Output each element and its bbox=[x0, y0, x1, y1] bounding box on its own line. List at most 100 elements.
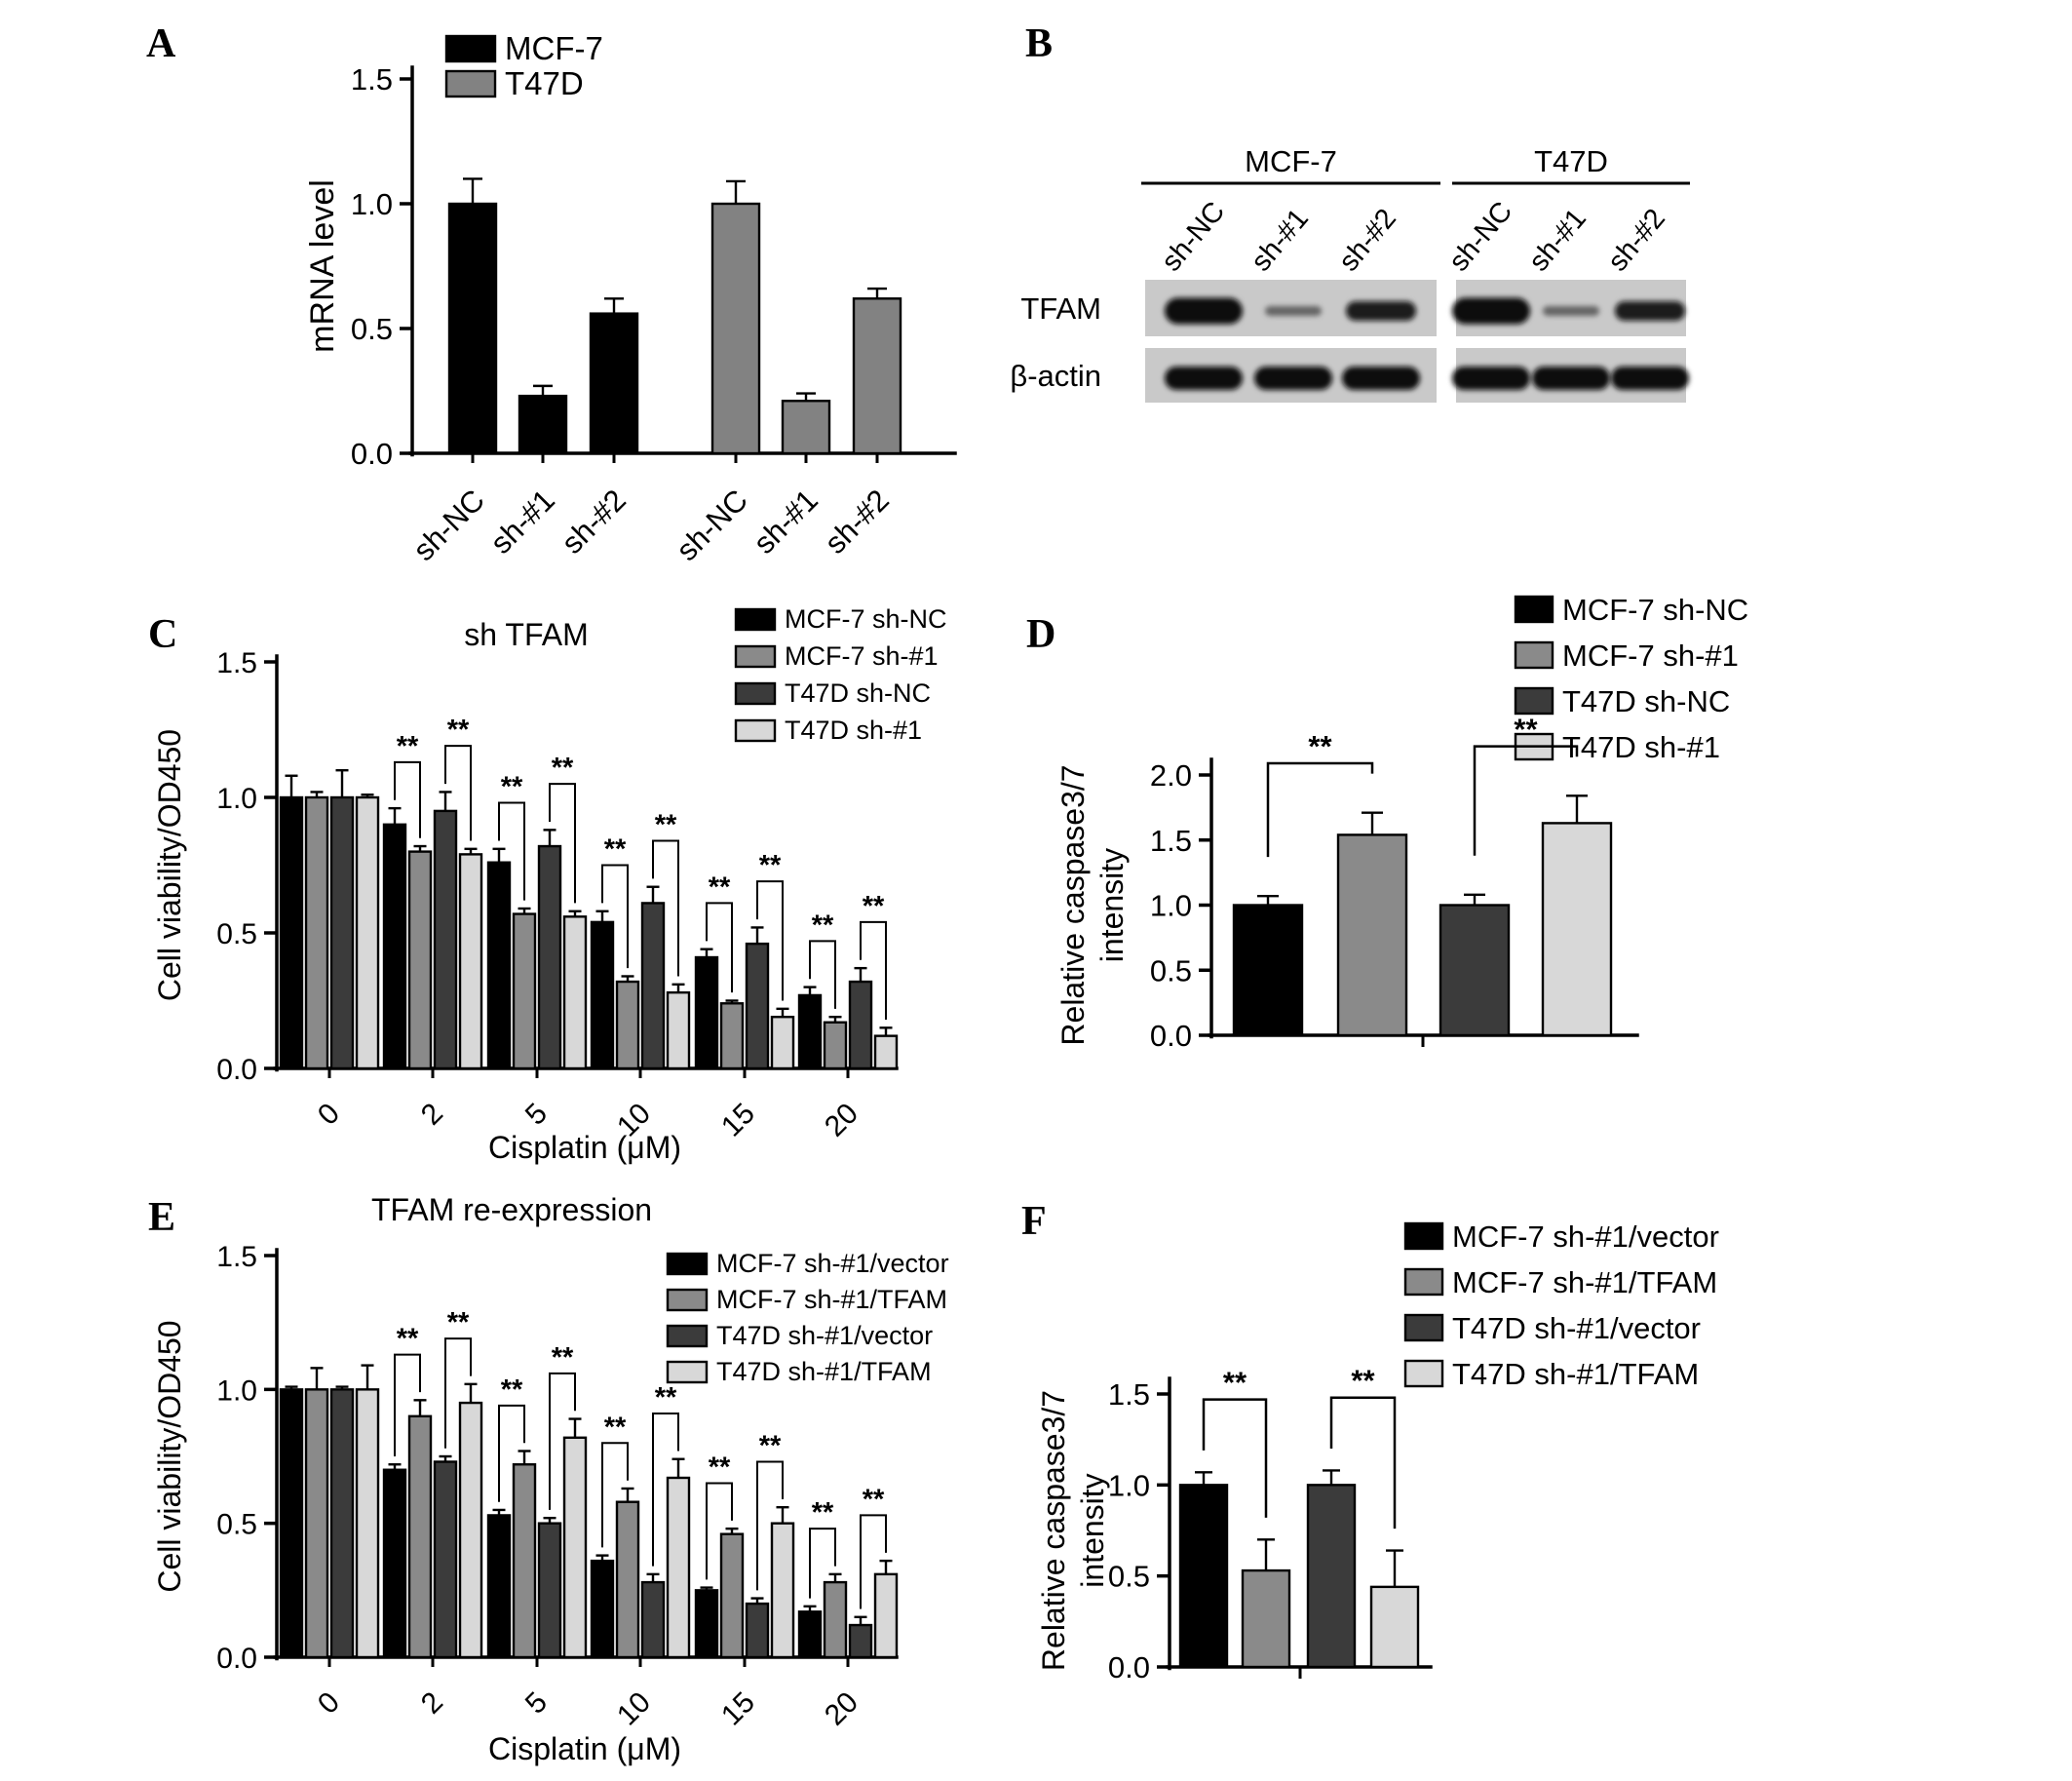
significance-label: ** bbox=[447, 1307, 470, 1338]
significance-bracket bbox=[809, 940, 836, 1009]
bar bbox=[848, 1623, 873, 1659]
legend-label: MCF-7 sh-#1/vector bbox=[716, 1249, 949, 1278]
y-tick-label: 1.0 bbox=[216, 783, 257, 815]
y-tick-label: 1.5 bbox=[216, 647, 257, 679]
bar bbox=[279, 1388, 304, 1659]
significance-label: ** bbox=[1223, 1366, 1247, 1400]
significance-label: ** bbox=[759, 850, 782, 881]
x-tick-label: 2 bbox=[415, 1686, 449, 1721]
significance-bracket bbox=[756, 880, 784, 1001]
significance-label: ** bbox=[1308, 729, 1332, 763]
y-tick-label: 0.5 bbox=[216, 1509, 257, 1541]
bar bbox=[1178, 1484, 1229, 1669]
blot-row-label: TFAM bbox=[1020, 291, 1101, 326]
significance-label: ** bbox=[709, 1452, 731, 1483]
bar bbox=[382, 1468, 407, 1659]
bar bbox=[458, 853, 483, 1070]
y-tick-label: 1.0 bbox=[1108, 1468, 1150, 1502]
legend-label: T47D sh-#1/TFAM bbox=[1452, 1357, 1699, 1391]
bar bbox=[407, 1414, 433, 1659]
legend-swatch bbox=[1514, 595, 1554, 624]
blot-band-strong bbox=[1342, 367, 1420, 390]
panel-label-b: B bbox=[1025, 21, 1054, 66]
legend-label: T47D bbox=[505, 65, 584, 101]
y-tick-label: 1.0 bbox=[1150, 889, 1192, 923]
legend-label: T47D sh-#1 bbox=[785, 716, 922, 745]
blot-lane-label: sh-NC bbox=[1156, 196, 1231, 278]
y-tick-label: 0.0 bbox=[216, 1054, 257, 1086]
y-tick-label: 1.5 bbox=[1108, 1377, 1150, 1412]
y-tick-label: 0.5 bbox=[216, 918, 257, 950]
bar bbox=[615, 980, 640, 1070]
blot-group-header: MCF-7 bbox=[1245, 144, 1337, 178]
bar bbox=[512, 912, 537, 1070]
bar bbox=[537, 1522, 562, 1659]
bar bbox=[852, 297, 902, 455]
chart-E: 0.0 0.5 1.0 1.5 Cell viability/OD450 0 2 5 10 15 2… bbox=[152, 1192, 949, 1766]
blot-band-weak bbox=[1543, 306, 1599, 316]
x-tick-label: 15 bbox=[715, 1098, 761, 1143]
bar bbox=[486, 1514, 512, 1659]
x-tick-label: 0 bbox=[312, 1098, 346, 1132]
x-tick-label: 20 bbox=[819, 1098, 864, 1143]
y-axis-label-line2: intensity bbox=[1075, 1473, 1110, 1587]
legend-label: MCF-7 sh-#1/TFAM bbox=[1452, 1265, 1717, 1299]
y-tick-label: 0.0 bbox=[216, 1643, 257, 1675]
bar bbox=[615, 1500, 640, 1659]
significance-label: ** bbox=[397, 731, 419, 762]
blot-band-strong bbox=[1532, 367, 1610, 390]
y-tick-label: 1.5 bbox=[216, 1241, 257, 1273]
x-tick-label: 2 bbox=[415, 1098, 449, 1132]
bar bbox=[1232, 904, 1304, 1037]
significance-bracket bbox=[601, 1442, 629, 1548]
legend-label: T47D sh-#1 bbox=[1562, 730, 1720, 764]
legend-swatch bbox=[1403, 1313, 1444, 1342]
bar bbox=[745, 1602, 770, 1659]
panel-label-f: F bbox=[1021, 1199, 1047, 1244]
significance-label: ** bbox=[1351, 1364, 1375, 1398]
bar bbox=[694, 1589, 719, 1659]
significance-bracket bbox=[860, 1514, 887, 1609]
significance-label: ** bbox=[655, 1382, 677, 1413]
panel-label-e: E bbox=[148, 1195, 176, 1240]
bar bbox=[640, 1580, 666, 1659]
bar bbox=[355, 1388, 380, 1659]
bar bbox=[823, 1021, 848, 1070]
legend-swatch bbox=[1514, 640, 1554, 670]
y-axis-label: Cell viability/OD450 bbox=[152, 729, 187, 1001]
legend-swatch bbox=[666, 1324, 709, 1348]
y-tick-label: 1.0 bbox=[351, 187, 393, 221]
x-tick-label: 0 bbox=[312, 1686, 346, 1721]
y-tick-label: 1.0 bbox=[216, 1374, 257, 1407]
legend-swatch bbox=[734, 718, 777, 743]
chart-F: 0.0 0.5 1.0 1.5 Relative caspase3/7 intensity… bbox=[1036, 1220, 1719, 1684]
bar bbox=[797, 993, 823, 1070]
x-axis-label: Cisplatin (μM) bbox=[488, 1731, 681, 1766]
legend-label: MCF-7 bbox=[505, 30, 603, 66]
significance-label: ** bbox=[812, 1497, 834, 1529]
significance-label: ** bbox=[1514, 713, 1538, 747]
blot-band-strong bbox=[1254, 367, 1332, 390]
significance-bracket bbox=[549, 1372, 576, 1510]
bar bbox=[1241, 1568, 1291, 1669]
blot-lane-label: sh-#2 bbox=[1602, 203, 1671, 277]
significance-bracket bbox=[1202, 1398, 1268, 1518]
legend-label: MCF-7 sh-#1/vector bbox=[1452, 1220, 1719, 1254]
panel-f-caspase-bar-chart: 0.0 0.5 1.0 1.5 Relative caspase3/7 intensity… bbox=[1036, 1220, 1719, 1684]
legend-swatch bbox=[1403, 1221, 1444, 1251]
significance-label: ** bbox=[709, 871, 731, 903]
blot-lane-label: sh-#1 bbox=[1246, 203, 1315, 277]
y-axis-label-line1: Relative caspase3/7 bbox=[1055, 764, 1091, 1045]
blot-lane-label: sh-#1 bbox=[1523, 203, 1592, 277]
significance-label: ** bbox=[501, 772, 523, 803]
bar bbox=[1369, 1585, 1420, 1669]
blot-band-medium bbox=[1615, 301, 1685, 321]
significance-label: ** bbox=[759, 1430, 782, 1461]
bar bbox=[848, 980, 873, 1070]
x-axis-label: Cisplatin (μM) bbox=[488, 1130, 681, 1165]
bar bbox=[447, 202, 498, 455]
